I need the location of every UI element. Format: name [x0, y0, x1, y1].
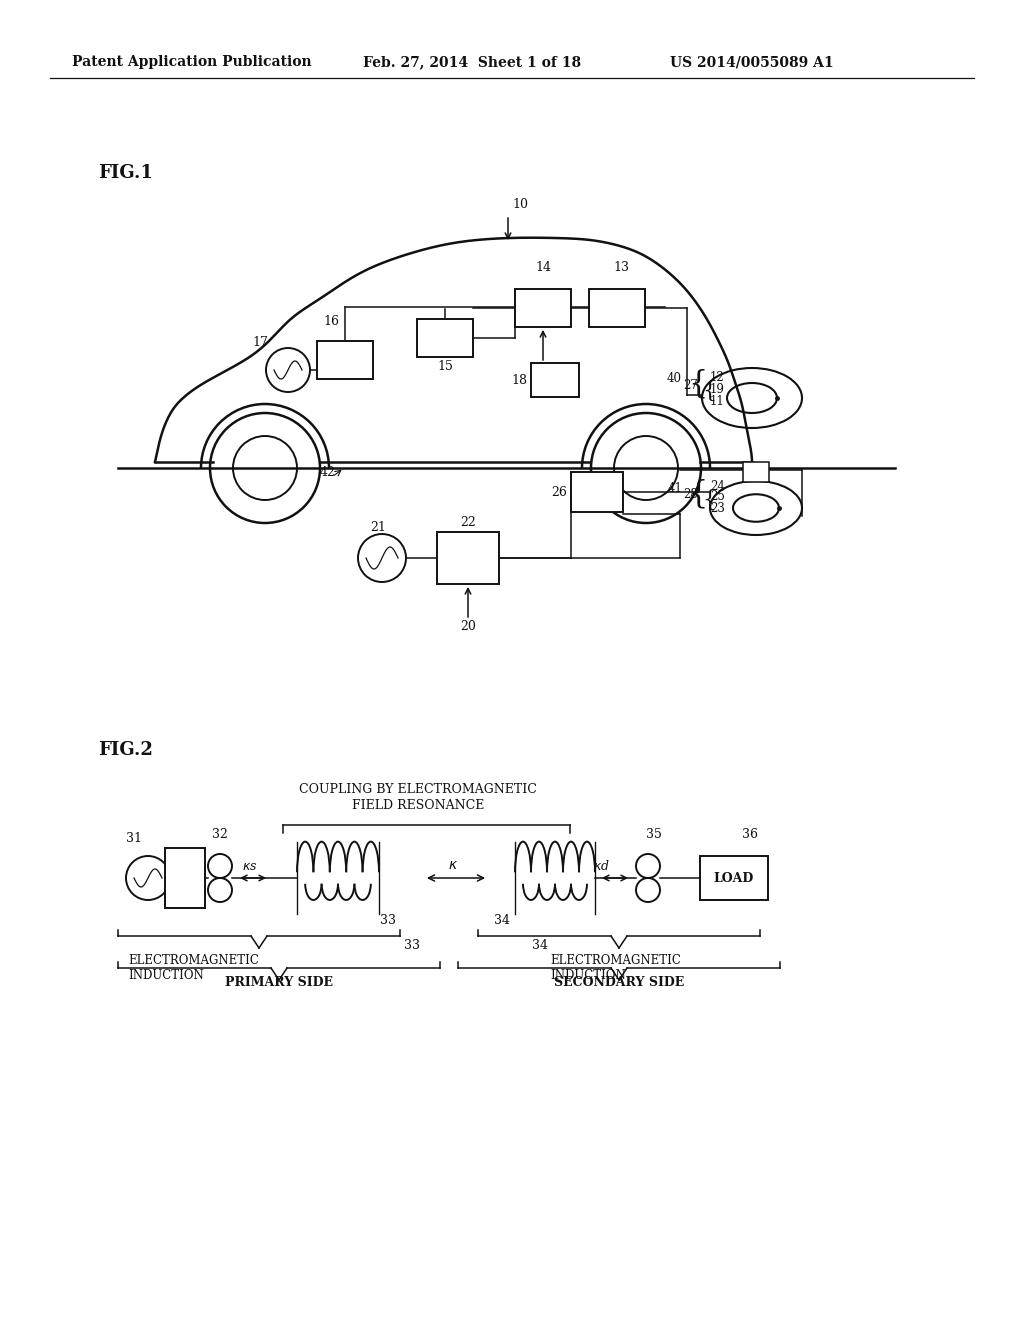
Text: 32: 32: [212, 828, 228, 841]
Text: 18: 18: [511, 374, 527, 387]
Text: 34: 34: [532, 939, 548, 952]
Text: 26: 26: [551, 486, 567, 499]
Text: 20: 20: [460, 620, 476, 634]
Text: 17: 17: [252, 337, 268, 348]
Text: 41: 41: [667, 482, 682, 495]
Text: ELECTROMAGNETIC
INDUCTION: ELECTROMAGNETIC INDUCTION: [550, 954, 681, 982]
Text: 22: 22: [460, 516, 476, 529]
Text: 21: 21: [370, 521, 386, 535]
Bar: [531, 363, 579, 397]
Text: 31: 31: [126, 832, 142, 845]
Text: {: {: [688, 479, 708, 510]
Text: 24: 24: [710, 480, 725, 492]
Text: 33: 33: [380, 913, 396, 927]
Text: {: {: [688, 368, 708, 400]
Text: FIELD RESONANCE: FIELD RESONANCE: [352, 799, 484, 812]
Text: 28: 28: [683, 488, 698, 502]
Text: 35: 35: [646, 828, 662, 841]
Text: {: {: [702, 488, 716, 511]
Text: $\kappa$s: $\kappa$s: [242, 861, 257, 873]
Bar: [437, 532, 499, 583]
Text: 42: 42: [321, 466, 336, 479]
Text: 23: 23: [710, 502, 725, 515]
Bar: [317, 341, 373, 379]
Bar: [417, 319, 473, 356]
Text: 34: 34: [494, 913, 510, 927]
Text: {: {: [702, 380, 716, 403]
Text: 10: 10: [512, 198, 528, 211]
Text: 19: 19: [710, 383, 725, 396]
Bar: [515, 289, 571, 327]
Text: 12: 12: [710, 371, 725, 384]
Text: 36: 36: [742, 828, 758, 841]
Text: FIG.1: FIG.1: [98, 164, 153, 182]
Bar: [743, 462, 769, 482]
Text: 11: 11: [710, 395, 725, 408]
Text: $\kappa$d: $\kappa$d: [593, 859, 610, 873]
Text: 25: 25: [710, 490, 725, 503]
Bar: [571, 473, 623, 512]
Text: PRIMARY SIDE: PRIMARY SIDE: [225, 975, 333, 989]
Text: Patent Application Publication: Patent Application Publication: [72, 55, 311, 69]
Text: 14: 14: [535, 261, 551, 275]
Text: 15: 15: [437, 360, 453, 374]
Text: Feb. 27, 2014  Sheet 1 of 18: Feb. 27, 2014 Sheet 1 of 18: [362, 55, 582, 69]
Text: COUPLING BY ELECTROMAGNETIC: COUPLING BY ELECTROMAGNETIC: [299, 783, 537, 796]
Text: 33: 33: [404, 939, 420, 952]
Bar: [589, 289, 645, 327]
Bar: [700, 855, 768, 900]
Text: LOAD: LOAD: [714, 871, 754, 884]
Text: $\kappa$: $\kappa$: [449, 858, 458, 873]
Text: 13: 13: [613, 261, 629, 275]
Text: 27: 27: [683, 379, 698, 392]
Text: US 2014/0055089 A1: US 2014/0055089 A1: [670, 55, 834, 69]
Text: SECONDARY SIDE: SECONDARY SIDE: [554, 975, 684, 989]
Text: FIG.2: FIG.2: [98, 741, 153, 759]
Text: 16: 16: [323, 315, 339, 327]
Bar: [165, 847, 205, 908]
Text: 40: 40: [667, 372, 682, 385]
Text: ELECTROMAGNETIC
INDUCTION: ELECTROMAGNETIC INDUCTION: [128, 954, 259, 982]
